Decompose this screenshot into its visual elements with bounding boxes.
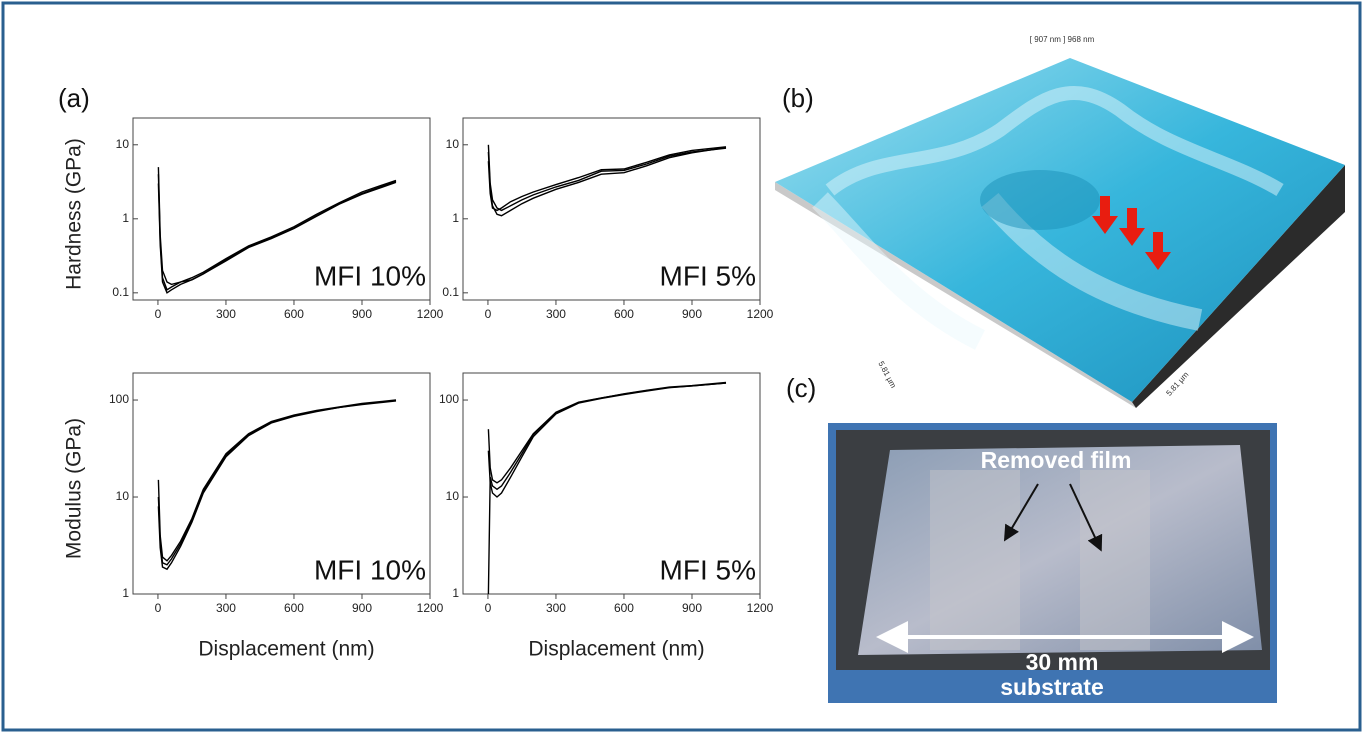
panel-label: (c) [786,373,816,403]
panel-label: (a) [58,83,90,113]
photo-annotation: Removed film [981,447,1132,473]
data-line [488,148,726,216]
x-tick-label: 0 [485,307,492,321]
afm-image: [ 907 nm ] 968 nm 5.81 µm 5.81 µm [775,35,1345,408]
x-tick-label: 600 [284,601,304,615]
data-line [488,145,726,211]
y-axis-label: Modulus (GPa) [63,418,86,559]
photo-caption: substrate [1000,674,1104,700]
figure: (a) (b) (c) [ 907 nm ] 968 nm 5.81 µm 5.… [0,0,1363,733]
x-tick-label: 1200 [417,601,444,615]
x-tick-label: 300 [546,601,566,615]
x-tick-label: 600 [284,307,304,321]
photo: Removed film 30 mm substrate [828,423,1277,703]
panel-label: (b) [782,83,814,113]
x-axis-label: Displacement (nm) [198,638,374,661]
x-tick-label: 600 [614,307,634,321]
afm-size: 5.81 µm [876,360,898,390]
y-tick-label: 1 [452,586,459,600]
data-line [158,401,396,565]
x-tick-label: 900 [352,307,372,321]
afm-scale: [ 907 nm ] 968 nm [1030,35,1095,44]
data-line [158,401,396,569]
y-tick-label: 10 [446,489,460,503]
annotation: MFI 10% [314,260,426,291]
x-tick-label: 900 [682,307,702,321]
y-tick-label: 10 [116,489,130,503]
x-tick-label: 900 [682,601,702,615]
annotation: MFI 5% [660,260,756,291]
x-tick-label: 0 [485,601,492,615]
y-tick-label: 1 [122,586,129,600]
x-axis-label: Displacement (nm) [528,638,704,661]
data-line [488,383,726,497]
y-tick-label: 100 [439,392,459,406]
x-tick-label: 300 [546,307,566,321]
x-tick-label: 0 [155,307,162,321]
data-line [488,147,726,211]
y-tick-label: 1 [122,211,129,225]
x-tick-label: 1200 [417,307,444,321]
annotation: MFI 10% [314,554,426,585]
y-tick-label: 10 [116,137,130,151]
y-tick-label: 1 [452,211,459,225]
data-line [158,400,396,561]
x-tick-label: 1200 [747,601,774,615]
x-tick-label: 1200 [747,307,774,321]
x-tick-label: 300 [216,601,236,615]
y-tick-label: 0.1 [442,285,459,299]
y-tick-label: 100 [109,392,129,406]
y-tick-label: 0.1 [112,285,129,299]
x-tick-label: 600 [614,601,634,615]
y-tick-label: 10 [446,137,460,151]
x-tick-label: 0 [155,601,162,615]
y-axis-label: Hardness (GPa) [63,138,86,290]
photo-dimension: 30 mm [1026,649,1099,675]
annotation: MFI 5% [660,554,756,585]
x-tick-label: 900 [352,601,372,615]
x-tick-label: 300 [216,307,236,321]
